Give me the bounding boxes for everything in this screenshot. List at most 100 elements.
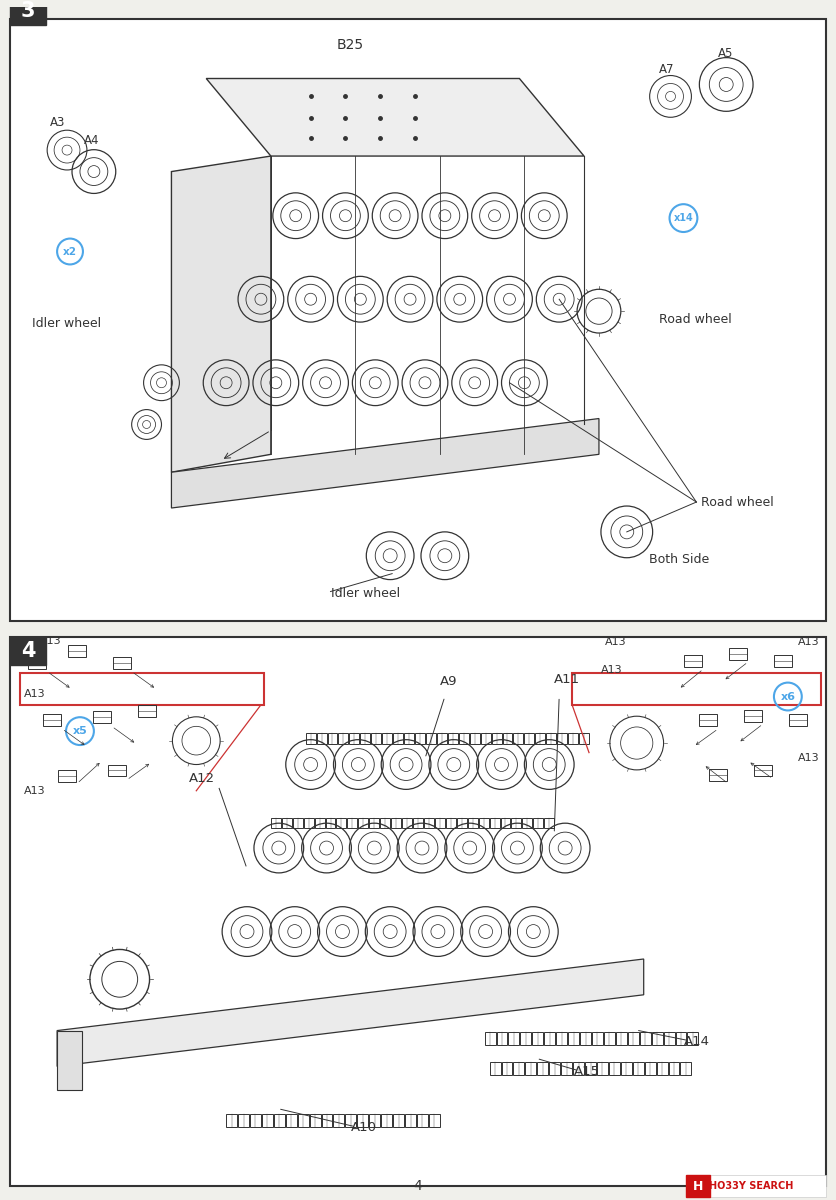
Bar xyxy=(508,1032,519,1045)
Text: Both Side: Both Side xyxy=(648,553,708,566)
Text: A5: A5 xyxy=(717,47,733,60)
Text: x2: x2 xyxy=(63,246,77,257)
Bar xyxy=(309,1114,320,1127)
Text: x5: x5 xyxy=(73,726,87,736)
Text: A12: A12 xyxy=(189,773,215,786)
Bar xyxy=(524,733,533,744)
Bar xyxy=(548,1062,559,1075)
Bar xyxy=(591,1032,602,1045)
Bar xyxy=(10,637,46,665)
Bar xyxy=(686,1032,697,1045)
Bar xyxy=(489,817,499,828)
Bar xyxy=(369,1114,380,1127)
Bar xyxy=(108,764,125,776)
Bar xyxy=(415,733,425,744)
Bar xyxy=(684,655,701,667)
Bar xyxy=(436,733,446,744)
Bar xyxy=(382,733,392,744)
Bar xyxy=(345,1114,356,1127)
Text: Idler wheel: Idler wheel xyxy=(330,588,399,600)
Bar xyxy=(663,1032,674,1045)
Bar xyxy=(686,1175,824,1198)
Bar xyxy=(579,1032,590,1045)
Bar xyxy=(347,817,357,828)
Bar xyxy=(546,733,556,744)
Text: A15: A15 xyxy=(573,1064,599,1078)
Bar xyxy=(428,1114,440,1127)
Bar xyxy=(349,733,359,744)
Bar xyxy=(478,817,488,828)
Bar xyxy=(316,733,326,744)
Bar xyxy=(321,1114,332,1127)
Text: A9: A9 xyxy=(440,674,456,688)
Bar xyxy=(393,733,403,744)
Text: A13: A13 xyxy=(24,689,46,698)
Text: A13: A13 xyxy=(40,636,62,646)
Bar xyxy=(435,817,444,828)
Bar xyxy=(675,1032,686,1045)
Bar xyxy=(512,1062,524,1075)
Polygon shape xyxy=(171,419,599,508)
Text: A4: A4 xyxy=(84,134,99,148)
Bar xyxy=(333,1114,344,1127)
Bar xyxy=(773,655,791,667)
Bar xyxy=(237,1114,248,1127)
Bar xyxy=(532,1032,543,1045)
Bar xyxy=(137,704,155,716)
Bar xyxy=(303,817,314,828)
Text: x14: x14 xyxy=(673,214,692,223)
Bar xyxy=(28,658,46,670)
Text: Road wheel: Road wheel xyxy=(701,496,773,509)
Bar xyxy=(651,1032,662,1045)
Bar xyxy=(560,1062,572,1075)
Bar xyxy=(10,19,824,622)
Bar xyxy=(520,1032,531,1045)
Text: A13: A13 xyxy=(797,637,818,647)
Text: B25: B25 xyxy=(336,38,364,52)
Bar xyxy=(632,1062,643,1075)
Bar xyxy=(10,637,824,1186)
Bar xyxy=(446,817,456,828)
Bar xyxy=(522,817,532,828)
Bar xyxy=(336,817,346,828)
Bar xyxy=(458,733,468,744)
Bar xyxy=(512,733,522,744)
Bar xyxy=(557,733,567,744)
Bar xyxy=(480,733,490,744)
Bar xyxy=(390,817,400,828)
Bar xyxy=(556,1032,567,1045)
Bar xyxy=(314,817,324,828)
Bar xyxy=(10,0,46,25)
Bar xyxy=(469,733,479,744)
Bar xyxy=(380,1114,392,1127)
Bar xyxy=(405,1114,415,1127)
Bar xyxy=(273,1114,284,1127)
Bar xyxy=(543,1032,554,1045)
Bar xyxy=(491,733,501,744)
Polygon shape xyxy=(171,156,271,473)
Text: 3: 3 xyxy=(21,1,35,20)
Bar xyxy=(262,1114,273,1127)
Bar xyxy=(325,817,335,828)
Text: 4: 4 xyxy=(413,1180,422,1193)
Bar xyxy=(424,817,433,828)
Polygon shape xyxy=(206,78,584,156)
Bar xyxy=(20,673,263,704)
Bar xyxy=(604,1032,614,1045)
Text: A10: A10 xyxy=(350,1121,376,1134)
Bar xyxy=(489,1062,500,1075)
Bar xyxy=(380,817,390,828)
Bar xyxy=(615,1032,626,1045)
Bar xyxy=(113,658,130,670)
Bar xyxy=(535,733,544,744)
Bar xyxy=(282,817,292,828)
Text: A13: A13 xyxy=(604,637,626,647)
Text: Road wheel: Road wheel xyxy=(658,313,731,326)
Bar xyxy=(412,817,422,828)
Bar xyxy=(573,1062,584,1075)
Bar xyxy=(537,1062,548,1075)
Bar xyxy=(627,1032,638,1045)
Bar xyxy=(608,1062,619,1075)
Bar xyxy=(250,1114,261,1127)
Text: A11: A11 xyxy=(553,673,579,686)
